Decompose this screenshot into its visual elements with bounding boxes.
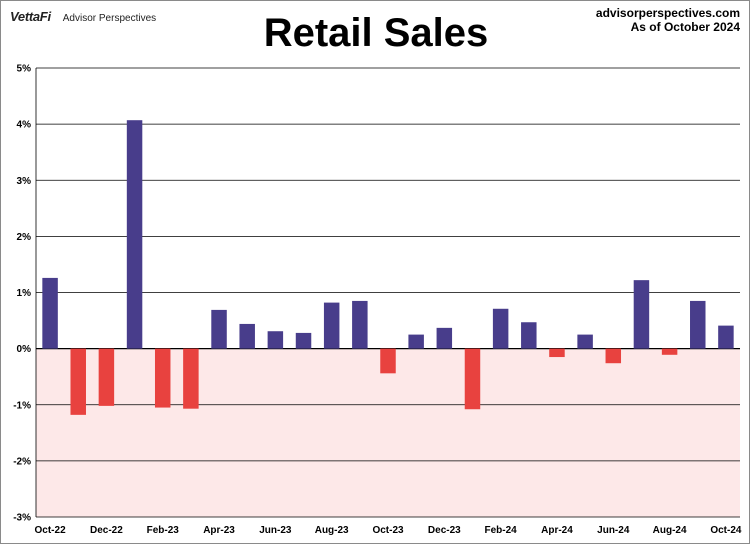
bar-Oct-23 <box>380 348 396 374</box>
y-axis-labels: -3% -2% -1% 0% 1% 2% 3% 4% 5% <box>13 64 31 524</box>
x-tick-label: Aug-24 <box>653 525 687 536</box>
bar-Jul-24 <box>633 280 650 349</box>
x-tick-label: Apr-23 <box>203 525 235 536</box>
y-tick-label: 1% <box>17 288 32 299</box>
bar-May-24 <box>577 334 593 349</box>
y-tick-label: -3% <box>13 513 31 524</box>
bars <box>42 120 734 415</box>
bar-Oct-24 <box>718 325 734 349</box>
bar-Jun-24 <box>605 348 622 364</box>
y-tick-label: -2% <box>13 456 31 467</box>
x-tick-label: Oct-23 <box>372 525 404 536</box>
y-tick-label: 5% <box>17 64 32 75</box>
bar-Aug-23 <box>323 302 340 349</box>
x-tick-label: Oct-22 <box>35 525 67 536</box>
as-of-date: As of October 2024 <box>630 20 740 34</box>
bar-Jun-23 <box>267 331 284 349</box>
x-tick-label: Feb-24 <box>485 525 518 536</box>
bar-Jan-24 <box>464 348 481 410</box>
x-tick-label: Dec-22 <box>90 525 123 536</box>
negative-zone <box>36 348 740 517</box>
bar-Apr-23 <box>211 309 227 349</box>
bar-Feb-23 <box>154 348 171 408</box>
bar-May-23 <box>239 323 255 349</box>
bar-Apr-24 <box>549 348 565 358</box>
bar-Mar-24 <box>521 322 537 349</box>
x-tick-label: Oct-24 <box>710 525 742 536</box>
bar-Dec-23 <box>436 327 453 349</box>
x-tick-label: Jun-24 <box>597 525 630 536</box>
x-tick-label: Feb-23 <box>147 525 180 536</box>
bar-Dec-22 <box>98 348 115 406</box>
x-tick-label: Aug-23 <box>315 525 349 536</box>
logo-subtitle: Advisor Perspectives <box>62 13 157 24</box>
bar-Nov-22 <box>70 348 86 415</box>
source-block: advisorperspectives.com As of October 20… <box>596 6 740 34</box>
bar-Sep-23 <box>352 300 368 349</box>
bar-Mar-23 <box>183 348 199 409</box>
negative-zone-layer <box>36 348 740 517</box>
y-tick-label: 0% <box>17 344 32 355</box>
x-axis-labels: Oct-22 Dec-22 Feb-23 Apr-23 Jun-23 Aug-23 Oct-… <box>35 525 742 536</box>
bar-Oct-22 <box>42 277 58 349</box>
logo-brand: VettaFi <box>10 9 51 24</box>
bar-Aug-24 <box>661 348 678 355</box>
source-url: advisorperspectives.com <box>595 6 740 20</box>
y-tick-label: 2% <box>17 232 32 243</box>
bar-Jul-23 <box>295 332 312 349</box>
x-tick-label: Dec-23 <box>428 525 461 536</box>
x-tick-label: Apr-24 <box>541 525 573 536</box>
bar-Nov-23 <box>408 334 424 349</box>
y-tick-label: 4% <box>17 120 32 131</box>
bar-Sep-24 <box>690 300 706 349</box>
bar-Feb-24 <box>492 308 509 349</box>
y-tick-label: -1% <box>13 400 31 411</box>
y-tick-label: 3% <box>17 176 32 187</box>
bar-Jan-23 <box>126 120 143 349</box>
vettafi-logo: VettaFi Advisor Perspectives <box>10 9 156 24</box>
gridlines <box>35 67 740 518</box>
x-tick-label: Jun-23 <box>259 525 292 536</box>
chart-title: Retail Sales <box>263 11 489 55</box>
